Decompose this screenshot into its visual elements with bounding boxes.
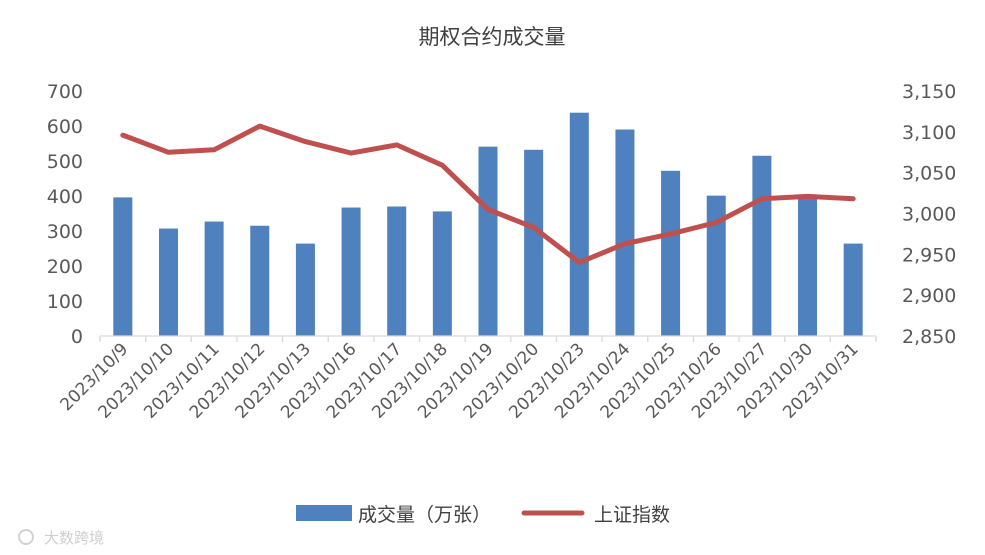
watermark-logo-icon — [18, 529, 34, 545]
bar — [341, 207, 361, 336]
bar — [615, 129, 635, 336]
bar — [569, 112, 589, 336]
bar — [798, 195, 818, 336]
right-tick-label: 2,850 — [902, 326, 956, 348]
bar — [661, 170, 681, 336]
bar — [204, 221, 224, 336]
bar — [432, 211, 452, 336]
right-tick-label: 2,950 — [902, 244, 956, 266]
legend: 成交量（万张） 上证指数 — [296, 504, 670, 526]
left-tick-label: 600 — [47, 116, 83, 138]
bar — [250, 225, 270, 336]
right-tick-label: 2,900 — [902, 285, 956, 307]
left-tick-label: 200 — [47, 256, 83, 278]
bar-series — [113, 112, 863, 336]
bar — [158, 228, 178, 336]
bar — [387, 206, 407, 336]
line-series — [120, 123, 856, 265]
bar — [706, 195, 726, 336]
left-tick-label: 500 — [47, 151, 83, 173]
bar — [752, 155, 772, 336]
legend-swatch-bar — [296, 505, 352, 521]
right-axis-ticks: 2,850 2,900 2,950 3,000 3,050 3,100 3,150 — [902, 81, 956, 348]
right-tick-label: 3,050 — [902, 163, 956, 185]
left-tick-label: 700 — [47, 81, 83, 103]
legend-label-index: 上证指数 — [594, 504, 670, 526]
left-tick-label: 300 — [47, 221, 83, 243]
left-tick-label: 100 — [47, 291, 83, 313]
bar — [295, 243, 315, 336]
bar — [113, 197, 133, 336]
x-axis: 2023/10/92023/10/102023/10/112023/10/122… — [57, 335, 877, 423]
left-tick-label: 0 — [71, 326, 83, 348]
watermark: 大数跨境 — [18, 529, 104, 547]
right-tick-label: 3,100 — [902, 122, 956, 144]
left-tick-label: 400 — [47, 186, 83, 208]
bar — [478, 146, 498, 336]
index-line — [120, 123, 856, 265]
bar — [524, 149, 544, 336]
bar — [843, 243, 863, 336]
right-tick-label: 3,150 — [902, 81, 956, 103]
watermark-text: 大数跨境 — [44, 529, 104, 547]
right-tick-label: 3,000 — [902, 204, 956, 226]
left-axis-ticks: 0 100 200 300 400 500 600 700 — [47, 81, 83, 348]
legend-label-volume: 成交量（万张） — [358, 504, 491, 526]
chart-title: 期权合约成交量 — [419, 25, 566, 49]
